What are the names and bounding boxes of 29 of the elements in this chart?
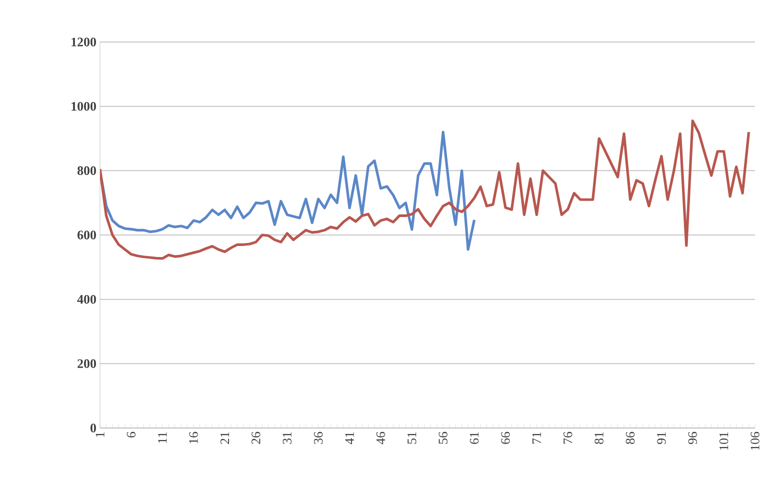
x-tick-label: 66 xyxy=(501,432,510,444)
x-tick-label: 31 xyxy=(282,432,292,444)
x-tick-label: 71 xyxy=(532,432,541,444)
x-tick-label: 76 xyxy=(564,432,572,444)
y-tick-label: 800 xyxy=(77,166,96,176)
x-tick-label: 51 xyxy=(408,432,416,444)
y-tick-label: 1200 xyxy=(72,38,96,46)
x-tick-label: 36 xyxy=(314,432,323,444)
x-tick-label: 41 xyxy=(345,432,354,444)
x-tick-label: 96 xyxy=(688,432,697,444)
x-tick-label: 46 xyxy=(376,432,386,444)
x-tick-label: 101 xyxy=(719,432,728,450)
y-tick-label: 400 xyxy=(77,294,96,304)
x-tick-label: 61 xyxy=(470,432,479,444)
x-tick-label: 81 xyxy=(594,432,604,444)
y-tick-label: 0 xyxy=(90,424,96,432)
x-tick-label: 26 xyxy=(252,432,260,444)
x-tick-label: 56 xyxy=(438,432,448,444)
y-tick-label: 1000 xyxy=(72,102,96,111)
x-tick-label: 11 xyxy=(158,432,167,443)
y-tick-label: 200 xyxy=(78,359,96,368)
x-tick-label: 21 xyxy=(220,432,230,444)
x-tick-label: 16 xyxy=(189,432,198,444)
y-tick-label: 600 xyxy=(77,230,96,240)
x-tick-label: 91 xyxy=(657,432,666,444)
x-tick-label: 1 xyxy=(96,432,104,437)
x-tick-label: 106 xyxy=(750,432,760,450)
x-tick-label: 86 xyxy=(626,432,635,444)
x-tick-label: 6 xyxy=(126,432,136,438)
